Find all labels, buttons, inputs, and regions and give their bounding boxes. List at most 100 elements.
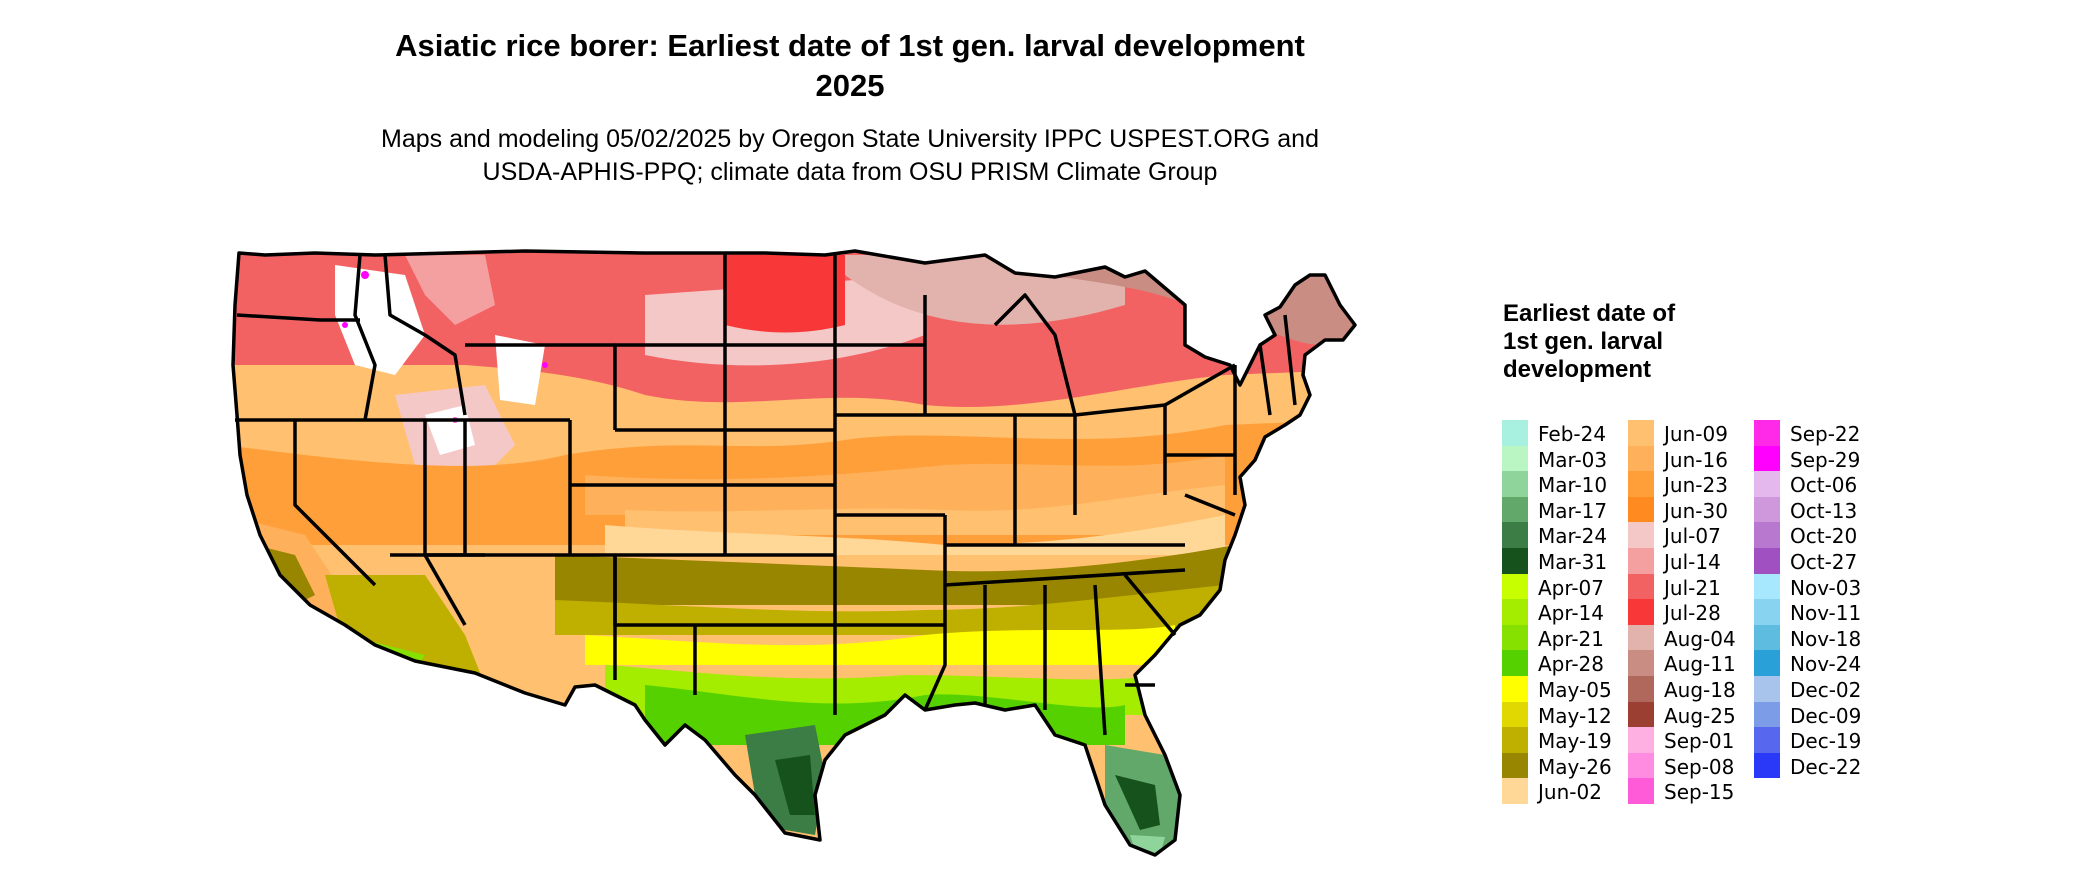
legend-label: Mar-03 [1538,447,1608,472]
legend-swatch [1502,701,1528,728]
legend-item: Aug-11 [1628,650,1758,676]
legend-title: Earliest date of 1st gen. larval develop… [1503,300,1676,383]
legend-item: Sep-01 [1628,727,1758,753]
legend-swatch [1628,701,1654,728]
legend-item: Oct-13 [1754,496,1884,523]
legend-item: Jul-28 [1628,599,1758,625]
legend-item: Mar-03 [1502,445,1632,472]
legend-label: Oct-06 [1790,473,1858,498]
legend-item: Feb-24 [1502,420,1632,446]
legend-swatch [1628,778,1654,804]
legend-label: Feb-24 [1538,422,1607,446]
legend-swatch [1628,547,1654,574]
legend-swatch [1754,599,1780,625]
legend-label: Jun-30 [1664,498,1728,523]
legend-swatch [1628,522,1654,548]
legend-label: Nov-18 [1790,626,1862,651]
legend-swatch [1628,727,1654,753]
legend-swatch [1628,471,1654,497]
legend-label: Oct-20 [1790,524,1858,549]
legend-label: Nov-03 [1790,575,1862,600]
legend-label: Sep-29 [1790,447,1861,472]
legend-label: Jul-21 [1664,575,1721,600]
legend-item: Nov-24 [1754,650,1884,676]
legend-label: Sep-01 [1664,729,1735,754]
legend-swatch [1502,599,1528,625]
legend-swatch [1502,778,1528,804]
legend-item: Jul-07 [1628,522,1758,548]
legend-column-2: Jun-09 Jun-16 Jun-23 Jun-30 Jul-07 Jul-14 Jul-… [1628,420,1758,804]
legend-item: Jul-14 [1628,547,1758,574]
legend-label: Nov-11 [1790,601,1862,626]
legend-item: Mar-31 [1502,547,1632,574]
legend-label: May-26 [1538,754,1612,779]
legend-item: Jul-21 [1628,573,1758,600]
legend-item: Aug-04 [1628,624,1758,651]
legend-label: Aug-18 [1664,677,1736,702]
legend-swatch [1754,496,1780,523]
legend-label: Aug-25 [1664,703,1736,728]
legend-label: Apr-28 [1538,652,1604,677]
legend-item: Apr-14 [1502,599,1632,625]
legend-swatch [1754,471,1780,497]
legend-label: Apr-14 [1538,601,1604,626]
legend-label: Mar-24 [1538,524,1608,549]
legend-item: May-26 [1502,752,1632,779]
map-title: Asiatic rice borer: Earliest date of 1st… [395,28,1305,63]
legend-item: Nov-03 [1754,573,1884,600]
legend-label: Sep-08 [1664,754,1735,779]
legend-column-1: Feb-24 Mar-03 Mar-10 Mar-17 Mar-24 Mar-31 Apr-… [1502,420,1632,804]
map-year: 2025 [815,68,885,103]
legend-swatch [1502,496,1528,523]
legend-label: Aug-04 [1664,626,1736,651]
legend-item: Aug-25 [1628,701,1758,728]
legend-item: May-19 [1502,727,1632,753]
legend-item: Dec-02 [1754,675,1884,702]
legend-label: Oct-13 [1790,498,1858,523]
legend-item: Jun-09 [1628,420,1758,446]
legend-label: Jul-14 [1664,549,1721,574]
legend-item: Apr-28 [1502,650,1632,676]
legend-swatch [1502,471,1528,497]
legend-label: Dec-19 [1790,729,1862,754]
legend-swatch [1628,599,1654,625]
legend-label: Mar-17 [1538,498,1608,523]
legend-swatch [1628,420,1654,446]
legend-swatch [1502,573,1528,600]
legend-label: Nov-24 [1790,652,1862,677]
legend-item: Oct-06 [1754,471,1884,497]
map-subtitle-line2: USDA-APHIS-PPQ; climate data from OSU PR… [482,158,1218,186]
legend-item: Aug-18 [1628,675,1758,702]
legend-item: Dec-19 [1754,727,1884,753]
legend-item: Nov-18 [1754,624,1884,651]
legend-item: Sep-22 [1754,420,1884,446]
legend-item: Oct-20 [1754,522,1884,548]
legend-swatch [1628,624,1654,651]
legend-label: Aug-11 [1664,652,1736,677]
legend-swatch [1502,675,1528,702]
legend-label: Apr-21 [1538,626,1604,651]
legend-item: Sep-29 [1754,445,1884,472]
legend-item: Jun-23 [1628,471,1758,497]
legend-label: Dec-02 [1790,677,1862,702]
legend-label: Jun-02 [1538,780,1602,805]
legend-swatch [1628,650,1654,676]
legend-label: May-12 [1538,703,1612,728]
legend-label: Sep-22 [1790,422,1861,446]
legend-item: May-12 [1502,701,1632,728]
legend-swatch [1754,675,1780,702]
legend-label: Oct-27 [1790,549,1858,574]
legend-item: Jun-02 [1502,778,1632,804]
legend-item: Sep-15 [1628,778,1758,804]
legend-swatch [1754,752,1780,779]
legend-swatch [1754,445,1780,472]
legend-label: Mar-10 [1538,473,1608,498]
legend-swatch [1502,547,1528,574]
legend-swatch [1502,727,1528,753]
legend-swatch [1754,624,1780,651]
legend-item: Dec-09 [1754,701,1884,728]
legend-item: Nov-11 [1754,599,1884,625]
legend-swatch [1628,675,1654,702]
legend-swatch [1754,522,1780,548]
legend-swatch [1628,496,1654,523]
